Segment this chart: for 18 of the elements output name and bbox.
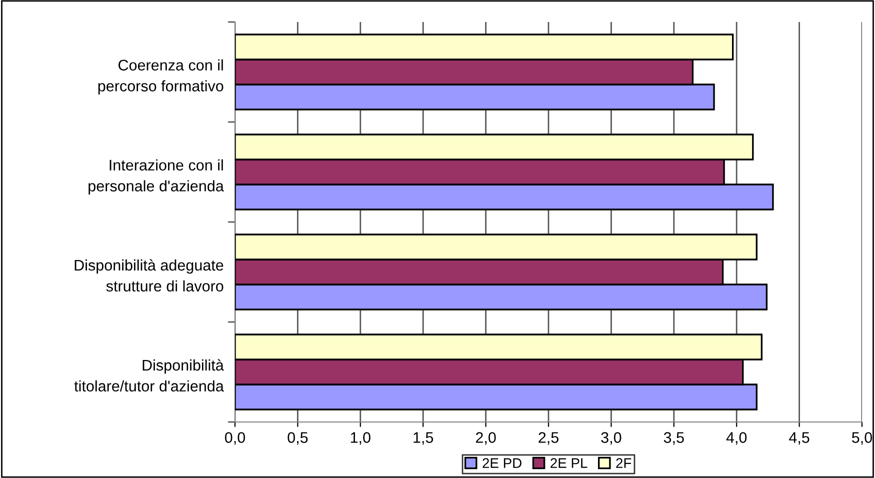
legend-label: 2E PD <box>482 458 522 468</box>
x-tick-label: 0,0 <box>224 432 246 445</box>
y-tick-label: Interazione con il personale d'azienda <box>88 159 224 194</box>
legend-label: 2E PL <box>550 458 588 468</box>
x-tick-label: 2,0 <box>476 432 496 445</box>
x-tick-label: 1,5 <box>414 432 434 445</box>
x-tick-label: 3,5 <box>664 432 684 445</box>
legend-label: 2F <box>616 458 632 468</box>
x-tick-label: 5,0 <box>852 432 872 445</box>
x-tick-label: 2,5 <box>538 432 558 445</box>
x-tick-label: 4,0 <box>726 432 747 445</box>
x-tick-label: 3,0 <box>601 432 622 445</box>
y-tick-label: Coerenza con il percorso formativo <box>98 59 224 94</box>
x-tick-label: 4,5 <box>789 432 810 445</box>
x-tick-label: 0,5 <box>288 432 308 445</box>
y-tick-label: Disponibilità adeguate strutture di lavoro <box>74 259 224 292</box>
x-tick-label: 1,0 <box>350 432 370 445</box>
y-tick-label: Disponibilità titolare/tutor d'azienda <box>74 359 224 392</box>
